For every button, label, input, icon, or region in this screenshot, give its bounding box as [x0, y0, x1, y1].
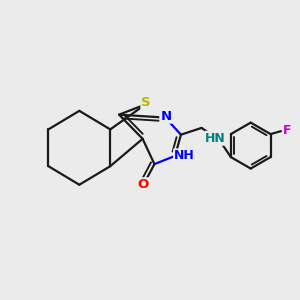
Text: NH: NH	[174, 149, 195, 162]
Text: S: S	[141, 96, 151, 110]
Text: O: O	[138, 178, 149, 191]
Text: N: N	[160, 110, 172, 123]
Text: F: F	[283, 124, 292, 137]
Text: HN: HN	[205, 132, 226, 145]
